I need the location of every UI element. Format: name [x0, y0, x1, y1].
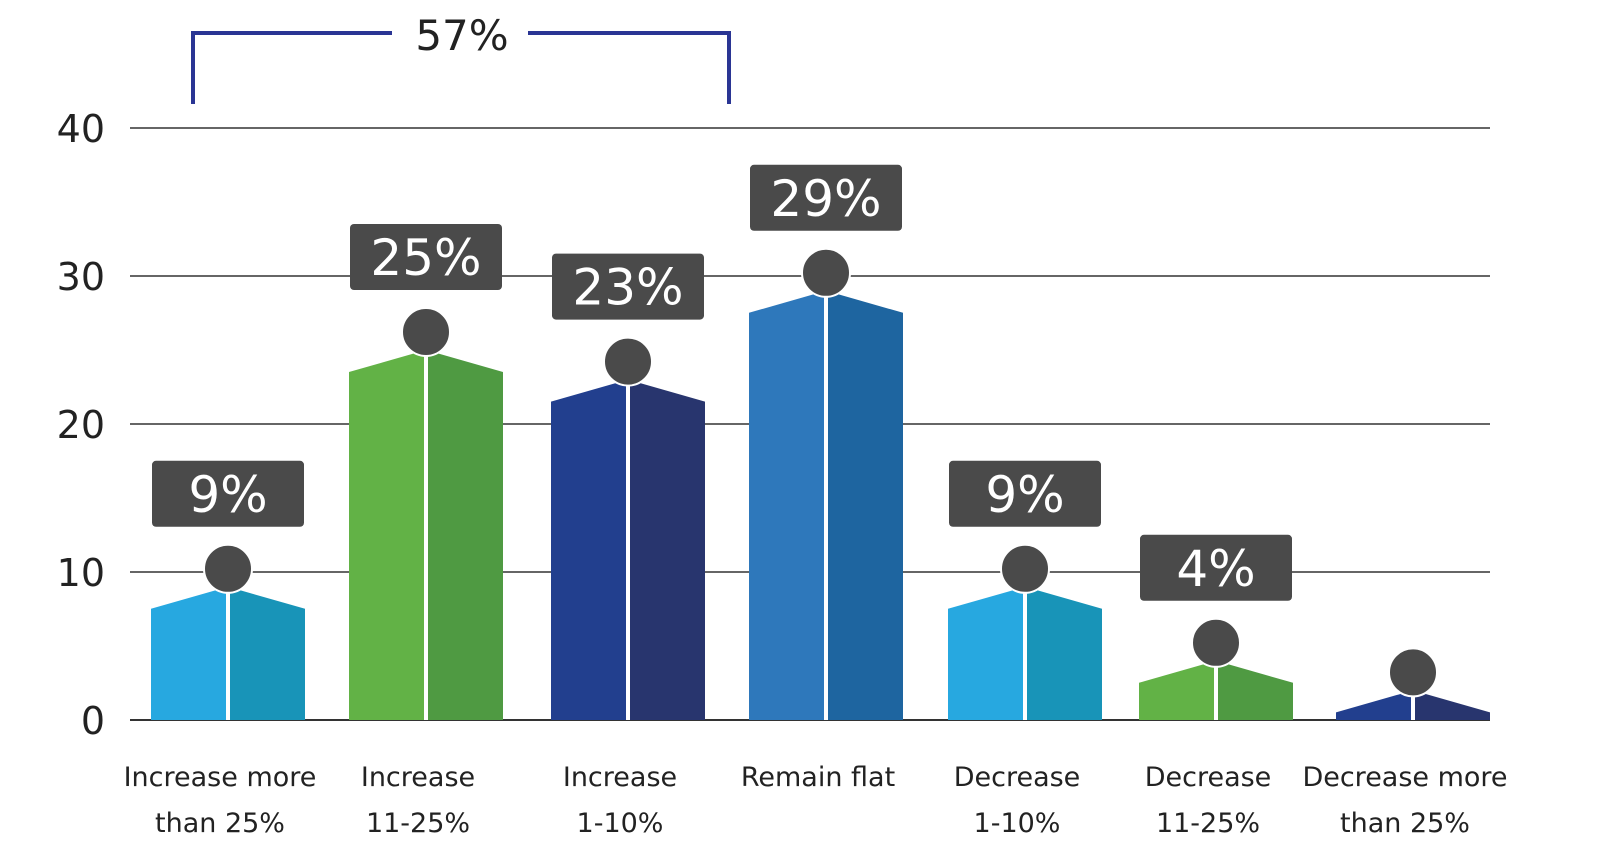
x-tick-label-line: 1-10%	[577, 808, 664, 839]
x-tick-label: Increase more than 25%	[124, 762, 317, 839]
x-tick-label-line: Increase	[361, 762, 475, 793]
data-label-box	[152, 460, 304, 527]
bar-right-half	[426, 350, 503, 720]
x-tick-label: Remain flat	[741, 762, 895, 793]
bar-left-half	[1336, 690, 1413, 720]
data-label-box	[750, 164, 902, 231]
x-tick-label-line: Increase more	[124, 762, 317, 793]
data-label: 23%	[552, 253, 704, 320]
bar-left-half	[551, 379, 628, 720]
data-label-text: 29%	[770, 170, 881, 228]
y-tick-label: 20	[57, 403, 105, 447]
x-tick-label-line: 11-25%	[366, 808, 470, 839]
x-tick-label: Increase 11-25%	[361, 762, 475, 839]
x-tick-label: Decrease 1-10%	[954, 762, 1081, 839]
data-label-box	[552, 253, 704, 320]
x-tick-label-line: 11-25%	[1156, 808, 1260, 839]
data-label-text: 9%	[188, 466, 267, 524]
data-label-text: 4%	[1176, 540, 1255, 598]
x-tick-label-line: Remain flat	[741, 762, 895, 793]
data-label: 9%	[949, 460, 1101, 527]
bar-left-half	[151, 586, 228, 720]
person-head-icon	[1000, 543, 1050, 594]
y-tick-label: 40	[57, 107, 105, 151]
bracket	[191, 31, 731, 104]
data-label: 4%	[1140, 534, 1292, 601]
person-head-icon	[203, 543, 253, 594]
x-tick-label: Decrease more than 25%	[1302, 762, 1507, 839]
data-label-text: 9%	[985, 466, 1064, 524]
data-label-text: 23%	[572, 259, 683, 317]
bar-left-half	[749, 290, 826, 720]
bar-right-half	[228, 586, 305, 720]
data-label-box	[350, 224, 502, 290]
data-label-box	[949, 460, 1101, 527]
bar-person	[349, 307, 503, 720]
data-label: 29%	[750, 164, 902, 231]
bar-person	[551, 336, 705, 720]
x-tick-label-line: than 25%	[155, 808, 285, 839]
person-head-icon	[801, 247, 851, 298]
person-head-icon	[401, 307, 451, 357]
bar-left-half	[948, 586, 1025, 720]
bar-left-half	[349, 350, 426, 720]
bar-person	[1139, 617, 1293, 720]
bracket-label: 57%	[415, 11, 508, 60]
x-tick-label-line: Decrease	[954, 762, 1081, 793]
bar-right-half	[1216, 660, 1293, 720]
x-tick-label-line: Increase	[563, 762, 677, 793]
bar-person	[1336, 647, 1490, 720]
person-head-icon	[603, 336, 653, 387]
y-tick-label: 0	[81, 699, 105, 743]
x-tick-label: Decrease 11-25%	[1145, 762, 1272, 839]
x-tick-label: Increase 1-10%	[563, 762, 677, 839]
person-head-icon	[1191, 617, 1241, 668]
bar-right-half	[826, 290, 903, 720]
bracket-line-left	[191, 31, 392, 104]
y-tick-label: 30	[57, 255, 105, 299]
bar-person	[749, 247, 903, 720]
bar-person	[151, 543, 305, 720]
x-tick-label-line: Decrease more	[1302, 762, 1507, 793]
bracket-line-right	[528, 31, 731, 104]
bar-right-half	[1413, 690, 1490, 720]
bar-right-half	[628, 379, 705, 720]
x-tick-label-line: Decrease	[1145, 762, 1272, 793]
data-label-text: 25%	[370, 229, 481, 287]
data-label: 9%	[152, 460, 304, 527]
person-head-icon	[1388, 647, 1438, 698]
bar-right-half	[1025, 586, 1102, 720]
x-tick-label-line: than 25%	[1340, 808, 1470, 839]
data-label-box	[1140, 534, 1292, 601]
data-label: 25%	[350, 224, 502, 290]
x-tick-label-line: 1-10%	[974, 808, 1061, 839]
y-tick-label: 10	[57, 551, 105, 595]
bar-left-half	[1139, 660, 1216, 720]
bar-person	[948, 543, 1102, 720]
